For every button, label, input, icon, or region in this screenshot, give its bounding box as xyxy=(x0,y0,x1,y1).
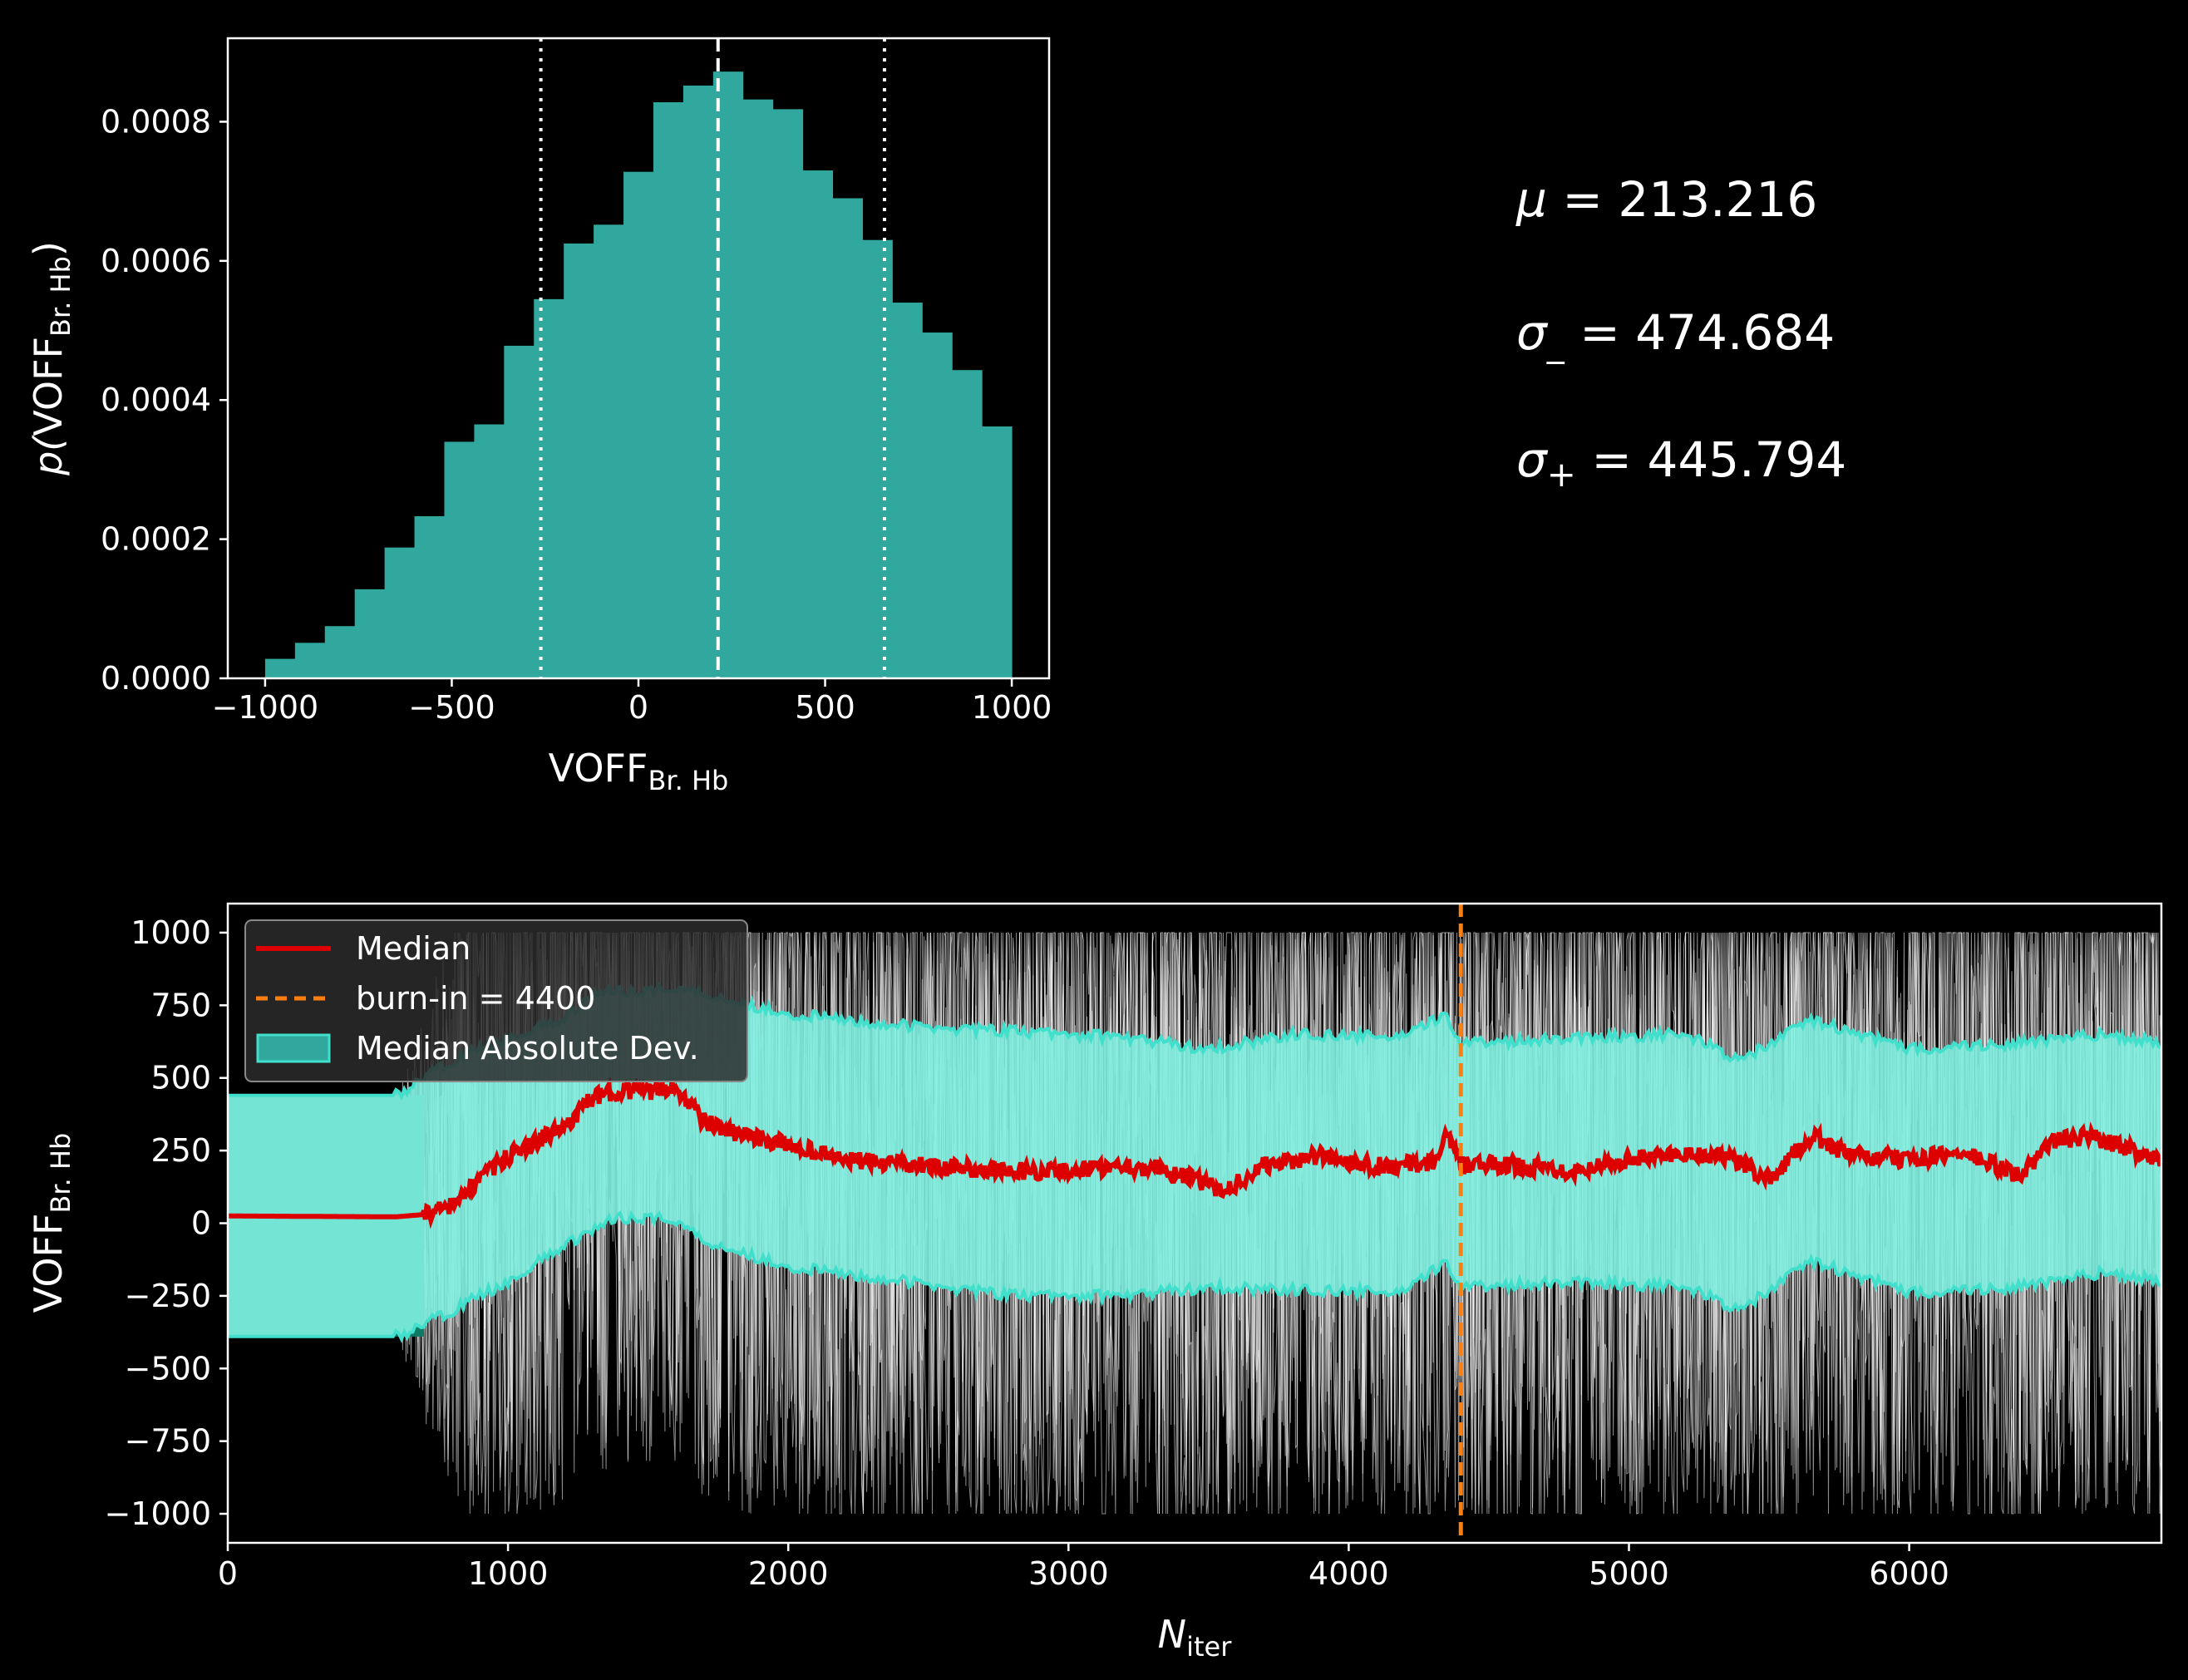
histogram-x-tick-label: 0 xyxy=(628,689,648,726)
legend-burn-in-label: burn-in = 4400 xyxy=(356,980,595,1017)
legend-box xyxy=(244,919,748,1082)
trace-x-tick-label: 6000 xyxy=(1869,1555,1949,1592)
trace-y-tick-label: 250 xyxy=(150,1132,211,1169)
histogram-bar xyxy=(474,424,505,678)
histogram-bar xyxy=(922,333,953,678)
histogram-y-ticks: 0.0000 0.0002 0.0004 0.0006 0.0008 xyxy=(101,103,228,697)
trace-y-label: VOFFBr. Hb xyxy=(26,1133,76,1313)
trace-x-tick-label: 4000 xyxy=(1308,1555,1389,1592)
histogram-y-tick-label: 0.0000 xyxy=(101,660,211,697)
legend: Median burn-in = 4400 Median Absolute De… xyxy=(244,919,748,1082)
histogram-bar xyxy=(324,626,356,678)
statistics-block: μ = 213.216 σ_ = 474.684 σ+ = 445.794 xyxy=(1515,171,1846,495)
histogram-bar xyxy=(742,99,774,679)
trace-y-tick-label: 750 xyxy=(150,987,211,1023)
histogram-x-tick-label: 1000 xyxy=(972,689,1052,726)
trace-x-ticks: 0 1000 2000 3000 4000 5000 6000 xyxy=(218,1543,1949,1592)
histogram-bar xyxy=(802,170,834,679)
histogram-y-tick-label: 0.0008 xyxy=(101,103,211,140)
histogram-y-tick-label: 0.0002 xyxy=(101,521,211,558)
histogram-bar xyxy=(534,298,564,678)
trace-y-tick-label: 0 xyxy=(191,1205,211,1242)
histogram-bar xyxy=(294,643,326,678)
trace-y-ticks: 1000 750 500 250 0 −250 −500 −750 −1000 xyxy=(104,914,228,1532)
histogram-x-ticks: −1000 −500 0 500 1000 xyxy=(212,678,1052,726)
histogram-x-tick-label: −500 xyxy=(408,689,495,726)
histogram-bar xyxy=(892,303,923,678)
histogram-bar xyxy=(504,345,535,678)
trace-x-tick-label: 5000 xyxy=(1589,1555,1669,1592)
histogram-y-tick-label: 0.0006 xyxy=(101,243,211,279)
legend-mad-swatch xyxy=(256,1033,331,1063)
trace-x-tick-label: 0 xyxy=(218,1555,238,1592)
histogram-bar xyxy=(982,426,1013,678)
histogram-bar xyxy=(354,589,386,678)
histogram-y-label: p(VOFFBr. Hb) xyxy=(26,241,76,476)
histogram-bar xyxy=(623,171,654,678)
histogram-bar xyxy=(772,109,804,678)
histogram-bar xyxy=(444,441,475,678)
legend-mad-label: Median Absolute Dev. xyxy=(356,1030,699,1067)
stat-sigma-minus: σ_ = 474.684 xyxy=(1516,304,1835,364)
histogram-panel: −1000 −500 0 500 1000 0.00000.00020.00040.00… xyxy=(26,37,1052,796)
histogram-bar xyxy=(414,515,445,678)
histogram-bar xyxy=(264,658,296,678)
histogram-bar xyxy=(594,224,624,679)
trace-y-tick-label: 500 xyxy=(150,1060,211,1096)
trace-y-tick-label: 1000 xyxy=(131,914,211,951)
histogram-bar xyxy=(653,102,684,678)
histogram-y-tick-label: 0.0004 xyxy=(101,382,211,418)
histogram-bar xyxy=(832,198,863,678)
trace-x-tick-label: 1000 xyxy=(468,1555,549,1592)
histogram-bar xyxy=(384,547,416,678)
histogram-quantile-lines xyxy=(539,38,886,678)
trace-y-tick-label: −1000 xyxy=(104,1495,211,1532)
trace-y-tick-label: −750 xyxy=(125,1423,211,1460)
histogram-x-tick-label: −1000 xyxy=(212,689,319,726)
trace-x-tick-label: 2000 xyxy=(748,1555,829,1592)
trace-panel: 0 1000 2000 3000 4000 5000 6000 1000 750 500 250 0… xyxy=(26,902,2163,1663)
histogram-x-label: VOFFBr. Hb xyxy=(549,746,729,796)
legend-median-label: Median xyxy=(356,930,471,967)
stat-sigma-plus: σ+ = 445.794 xyxy=(1516,431,1846,495)
trace-x-label: Niter xyxy=(1158,1612,1233,1663)
histogram-bar xyxy=(564,243,594,678)
histogram-bar xyxy=(952,370,983,678)
histogram-bar xyxy=(862,239,893,678)
trace-x-tick-label: 3000 xyxy=(1028,1555,1109,1592)
histogram-x-tick-label: 500 xyxy=(795,689,855,726)
trace-y-tick-label: −500 xyxy=(125,1350,211,1387)
median-line xyxy=(228,1076,2161,1229)
mad-lower-line xyxy=(228,1210,2161,1343)
stat-mu: μ = 213.216 xyxy=(1515,171,1817,228)
trace-y-tick-label: −250 xyxy=(125,1278,211,1314)
histogram-bars xyxy=(264,71,1013,679)
histogram-bar xyxy=(683,85,714,679)
